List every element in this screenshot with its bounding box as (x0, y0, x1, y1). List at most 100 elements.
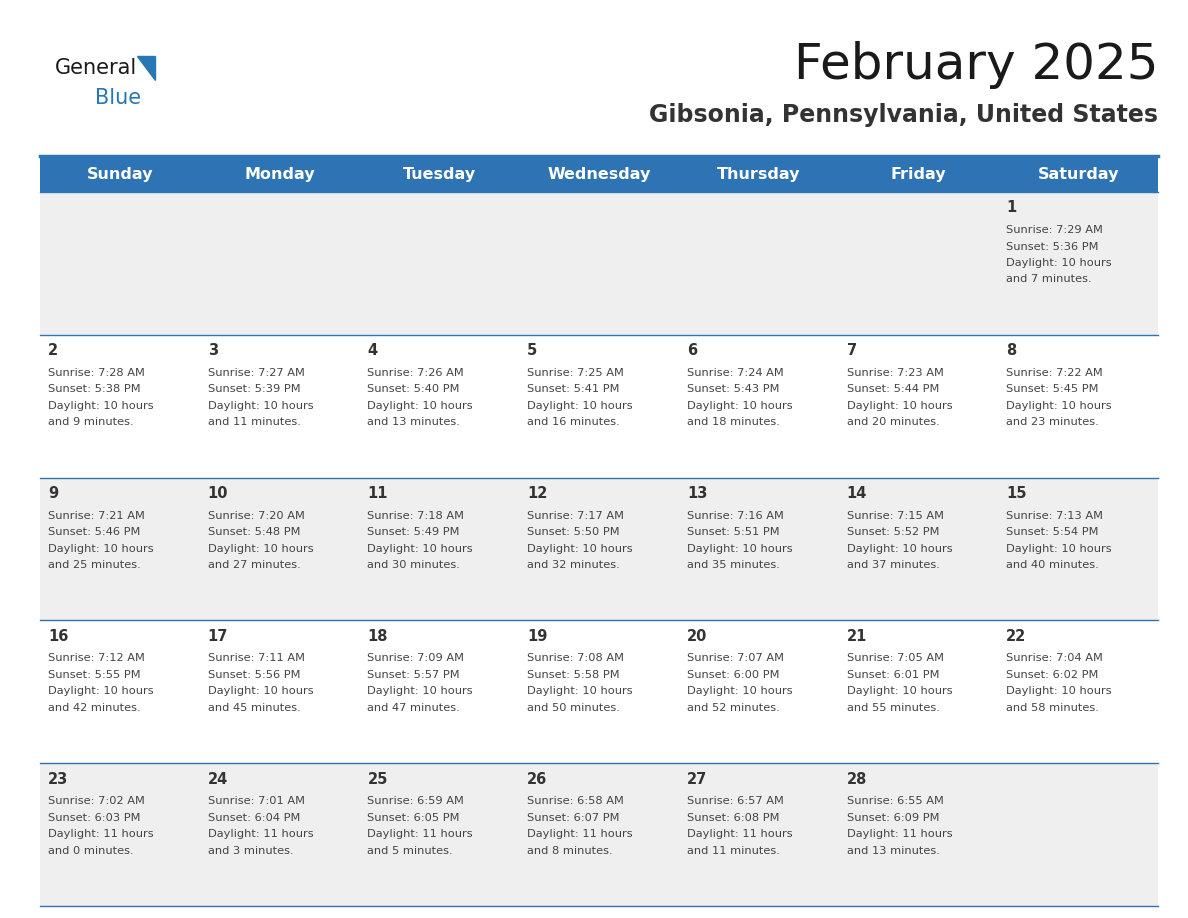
Text: Tuesday: Tuesday (403, 167, 476, 183)
Text: 20: 20 (687, 629, 707, 644)
Text: Sunrise: 7:20 AM: Sunrise: 7:20 AM (208, 510, 304, 521)
Text: Sunrise: 7:18 AM: Sunrise: 7:18 AM (367, 510, 465, 521)
Bar (40, 158, 1158, 192)
Text: Sunrise: 7:15 AM: Sunrise: 7:15 AM (847, 510, 943, 521)
Text: and 27 minutes.: and 27 minutes. (208, 560, 301, 570)
Text: Sunset: 5:58 PM: Sunset: 5:58 PM (527, 670, 620, 680)
Text: and 32 minutes.: and 32 minutes. (527, 560, 620, 570)
Text: Sunset: 6:00 PM: Sunset: 6:00 PM (687, 670, 779, 680)
Text: Sunrise: 7:13 AM: Sunrise: 7:13 AM (1006, 510, 1104, 521)
Text: 15: 15 (1006, 487, 1026, 501)
Text: Gibsonia, Pennsylvania, United States: Gibsonia, Pennsylvania, United States (649, 103, 1158, 127)
Text: Sunset: 5:56 PM: Sunset: 5:56 PM (208, 670, 301, 680)
Text: Sunrise: 7:12 AM: Sunrise: 7:12 AM (48, 654, 145, 664)
Text: Daylight: 10 hours: Daylight: 10 hours (48, 401, 153, 410)
Text: Sunrise: 7:02 AM: Sunrise: 7:02 AM (48, 796, 145, 806)
Text: and 42 minutes.: and 42 minutes. (48, 703, 140, 713)
Text: Daylight: 10 hours: Daylight: 10 hours (1006, 687, 1112, 697)
Text: Daylight: 10 hours: Daylight: 10 hours (1006, 258, 1112, 268)
Text: and 5 minutes.: and 5 minutes. (367, 845, 453, 856)
Text: Daylight: 11 hours: Daylight: 11 hours (847, 829, 953, 839)
Text: Sunrise: 6:57 AM: Sunrise: 6:57 AM (687, 796, 784, 806)
Text: Thursday: Thursday (718, 167, 801, 183)
Text: Daylight: 10 hours: Daylight: 10 hours (208, 543, 314, 554)
Text: Sunrise: 7:29 AM: Sunrise: 7:29 AM (1006, 225, 1104, 235)
Text: 28: 28 (847, 772, 867, 787)
Text: and 52 minutes.: and 52 minutes. (687, 703, 779, 713)
Text: Sunrise: 7:07 AM: Sunrise: 7:07 AM (687, 654, 784, 664)
Bar (40, 477, 1158, 621)
Text: Daylight: 11 hours: Daylight: 11 hours (687, 829, 792, 839)
Text: Daylight: 10 hours: Daylight: 10 hours (527, 401, 633, 410)
Text: and 18 minutes.: and 18 minutes. (687, 418, 779, 427)
Text: and 50 minutes.: and 50 minutes. (527, 703, 620, 713)
Text: and 37 minutes.: and 37 minutes. (847, 560, 940, 570)
Bar (40, 621, 1158, 763)
Text: Sunset: 5:55 PM: Sunset: 5:55 PM (48, 670, 140, 680)
Text: Sunset: 6:02 PM: Sunset: 6:02 PM (1006, 670, 1099, 680)
Text: Daylight: 10 hours: Daylight: 10 hours (687, 401, 792, 410)
Text: Sunrise: 7:24 AM: Sunrise: 7:24 AM (687, 368, 784, 378)
Text: Daylight: 10 hours: Daylight: 10 hours (48, 687, 153, 697)
Text: 22: 22 (1006, 629, 1026, 644)
Text: and 23 minutes.: and 23 minutes. (1006, 418, 1099, 427)
Text: 26: 26 (527, 772, 548, 787)
Text: Sunset: 5:38 PM: Sunset: 5:38 PM (48, 385, 140, 395)
Text: Sunset: 5:43 PM: Sunset: 5:43 PM (687, 385, 779, 395)
Text: Sunrise: 7:09 AM: Sunrise: 7:09 AM (367, 654, 465, 664)
Text: 25: 25 (367, 772, 387, 787)
Text: Daylight: 10 hours: Daylight: 10 hours (847, 401, 953, 410)
Text: Sunset: 6:09 PM: Sunset: 6:09 PM (847, 812, 939, 823)
Text: Sunset: 5:45 PM: Sunset: 5:45 PM (1006, 385, 1099, 395)
Text: 1: 1 (1006, 200, 1017, 216)
Text: and 3 minutes.: and 3 minutes. (208, 845, 293, 856)
Text: Sunset: 6:01 PM: Sunset: 6:01 PM (847, 670, 939, 680)
Text: Daylight: 10 hours: Daylight: 10 hours (687, 543, 792, 554)
Text: 21: 21 (847, 629, 867, 644)
Text: Sunrise: 7:17 AM: Sunrise: 7:17 AM (527, 510, 624, 521)
Text: 7: 7 (847, 343, 857, 358)
Text: Sunset: 5:57 PM: Sunset: 5:57 PM (367, 670, 460, 680)
Text: 8: 8 (1006, 343, 1017, 358)
Text: 18: 18 (367, 629, 388, 644)
Text: Sunrise: 7:22 AM: Sunrise: 7:22 AM (1006, 368, 1102, 378)
Text: Sunset: 6:03 PM: Sunset: 6:03 PM (48, 812, 140, 823)
Text: 14: 14 (847, 487, 867, 501)
Text: and 25 minutes.: and 25 minutes. (48, 560, 140, 570)
Text: 23: 23 (48, 772, 68, 787)
Text: Daylight: 10 hours: Daylight: 10 hours (1006, 543, 1112, 554)
Text: Sunrise: 7:28 AM: Sunrise: 7:28 AM (48, 368, 145, 378)
Text: Sunday: Sunday (87, 167, 153, 183)
Text: Sunset: 5:54 PM: Sunset: 5:54 PM (1006, 527, 1099, 537)
Text: 10: 10 (208, 487, 228, 501)
Text: Daylight: 10 hours: Daylight: 10 hours (367, 401, 473, 410)
Text: and 13 minutes.: and 13 minutes. (847, 845, 940, 856)
Polygon shape (137, 56, 154, 80)
Text: Sunrise: 7:16 AM: Sunrise: 7:16 AM (687, 510, 784, 521)
Text: and 30 minutes.: and 30 minutes. (367, 560, 460, 570)
Text: and 20 minutes.: and 20 minutes. (847, 418, 940, 427)
Text: and 13 minutes.: and 13 minutes. (367, 418, 460, 427)
Text: Sunrise: 6:58 AM: Sunrise: 6:58 AM (527, 796, 624, 806)
Text: and 47 minutes.: and 47 minutes. (367, 703, 460, 713)
Text: Sunset: 5:49 PM: Sunset: 5:49 PM (367, 527, 460, 537)
Text: Sunset: 5:50 PM: Sunset: 5:50 PM (527, 527, 620, 537)
Text: Daylight: 11 hours: Daylight: 11 hours (367, 829, 473, 839)
Text: General: General (55, 58, 138, 78)
Text: Daylight: 10 hours: Daylight: 10 hours (48, 543, 153, 554)
Text: 24: 24 (208, 772, 228, 787)
Text: Sunrise: 7:01 AM: Sunrise: 7:01 AM (208, 796, 304, 806)
Text: and 16 minutes.: and 16 minutes. (527, 418, 620, 427)
Text: 5: 5 (527, 343, 537, 358)
Text: Friday: Friday (891, 167, 946, 183)
Text: Sunset: 5:51 PM: Sunset: 5:51 PM (687, 527, 779, 537)
Text: Sunrise: 7:21 AM: Sunrise: 7:21 AM (48, 510, 145, 521)
Text: Sunset: 5:44 PM: Sunset: 5:44 PM (847, 385, 939, 395)
Text: and 55 minutes.: and 55 minutes. (847, 703, 940, 713)
Text: Sunrise: 7:11 AM: Sunrise: 7:11 AM (208, 654, 304, 664)
Text: and 11 minutes.: and 11 minutes. (208, 418, 301, 427)
Text: and 0 minutes.: and 0 minutes. (48, 845, 133, 856)
Text: Daylight: 10 hours: Daylight: 10 hours (1006, 401, 1112, 410)
Text: Sunset: 6:04 PM: Sunset: 6:04 PM (208, 812, 301, 823)
Text: and 9 minutes.: and 9 minutes. (48, 418, 133, 427)
